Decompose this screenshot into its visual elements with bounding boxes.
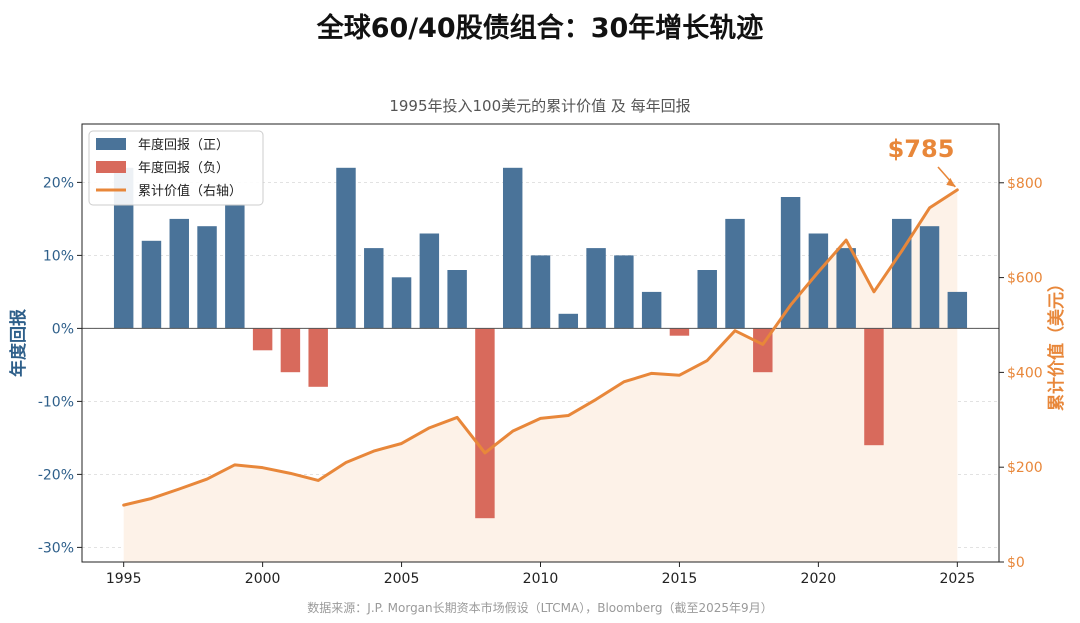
x-tick-label: 1995 — [106, 571, 142, 587]
bar-2021 — [836, 248, 856, 329]
y-left-tick-label: -20% — [38, 467, 74, 483]
bar-2024 — [919, 226, 940, 329]
bar-2004 — [364, 248, 384, 329]
bar-2023 — [892, 218, 912, 329]
y-right-tick-label: $800 — [1007, 176, 1043, 192]
bar-2006 — [419, 233, 440, 329]
bar-1996 — [141, 240, 162, 329]
legend-label-line: 累计价值（右轴） — [138, 183, 242, 199]
x-tick-label: 2000 — [245, 571, 281, 587]
bar-2017 — [725, 218, 745, 329]
bar-2001 — [280, 328, 301, 373]
legend-label-negative: 年度回报（负） — [138, 160, 229, 176]
y-right-tick-label: $400 — [1007, 365, 1043, 381]
bar-2019 — [780, 197, 801, 329]
y-right-axis-label: 累计价值（美元） — [1046, 275, 1067, 411]
chart-title: 全球60/40股债组合：30年增长轨迹 — [316, 13, 764, 44]
bar-2003 — [336, 167, 356, 329]
bar-2002 — [308, 328, 328, 387]
y-left-tick-label: 10% — [43, 248, 74, 264]
y-left-tick-label: -10% — [38, 394, 74, 410]
y-right-tick-label: $600 — [1007, 271, 1043, 287]
cumulative-area — [123, 189, 958, 562]
x-tick-label: 2010 — [523, 571, 559, 587]
legend-swatch-positive — [96, 138, 126, 150]
y-left-tick-label: 0% — [52, 321, 74, 337]
x-tick-label: 2005 — [384, 571, 420, 587]
y-right-tick-label: $200 — [1007, 460, 1043, 476]
bar-2013 — [614, 255, 634, 329]
bar-2015 — [669, 328, 690, 336]
bar-2020 — [808, 233, 829, 329]
cumulative-line — [122, 188, 959, 507]
annotation-arrowhead — [946, 177, 956, 187]
legend-swatch-negative — [96, 161, 126, 173]
chart-subtitle: 1995年投入100美元的累计价值 及 每年回报 — [389, 97, 691, 115]
cumulative-area-fill — [123, 189, 958, 562]
y-left-tick-label: 20% — [43, 175, 74, 191]
cumulative-line-series — [122, 188, 959, 507]
bar-2000 — [252, 328, 273, 351]
bar-2011 — [558, 313, 579, 329]
bar-2009 — [502, 167, 523, 329]
bar-1998 — [197, 226, 217, 329]
annotation-label: $785 — [888, 135, 955, 163]
bar-2010 — [530, 255, 551, 329]
bar-2005 — [391, 277, 412, 329]
source-note: 数据来源：J.P. Morgan长期资本市场假设（LTCMA），Bloomber… — [307, 601, 773, 615]
bar-1999 — [225, 204, 245, 329]
axes: 1995 2000 2005 2010 2015 2020 2025 -30% -20% -10%… — [8, 175, 1067, 587]
y-right-tick-label: $0 — [1007, 555, 1025, 571]
bar-2012 — [586, 248, 606, 329]
bar-series — [82, 167, 999, 519]
y-left-tick-label: -30% — [38, 540, 74, 556]
bar-1995 — [113, 167, 134, 329]
y-left-axis-label: 年度回报 — [8, 309, 29, 377]
bar-2007 — [447, 270, 467, 329]
annotation: $785 — [888, 135, 956, 188]
bar-2025 — [947, 291, 968, 329]
x-tick-label: 2015 — [662, 571, 698, 587]
bar-2014 — [641, 291, 662, 329]
bar-2022 — [864, 328, 884, 446]
bar-2016 — [697, 270, 717, 329]
legend-label-positive: 年度回报（正） — [138, 137, 229, 153]
bar-2008 — [475, 328, 495, 519]
legend: 年度回报（正） 年度回报（负） 累计价值（右轴） — [88, 130, 264, 206]
bar-1997 — [169, 218, 189, 329]
legend-box — [88, 130, 264, 206]
x-tick-label: 2025 — [939, 571, 975, 587]
x-tick-label: 2020 — [801, 571, 837, 587]
